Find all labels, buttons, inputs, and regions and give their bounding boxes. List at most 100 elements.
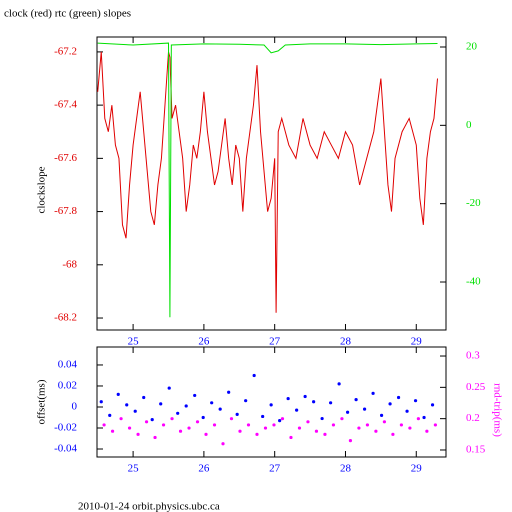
data-point xyxy=(357,426,361,430)
footer: 2010-01-24 orbit.physics.ubc.ca xyxy=(78,501,220,512)
data-point xyxy=(221,442,225,446)
data-point xyxy=(405,409,409,413)
y-tick-label: -67.8 xyxy=(54,205,77,217)
data-point xyxy=(261,414,265,419)
data-point xyxy=(108,413,112,417)
y2-tick-label: 0 xyxy=(466,119,472,131)
data-point xyxy=(297,426,302,430)
data-point xyxy=(142,395,146,400)
data-point xyxy=(204,432,208,436)
data-point xyxy=(218,407,222,411)
data-point xyxy=(238,429,242,433)
data-point xyxy=(252,373,256,378)
x-tick-label: 29 xyxy=(411,336,423,348)
data-point xyxy=(289,435,293,440)
x-tick-label: 27 xyxy=(269,463,281,475)
data-point xyxy=(170,417,174,421)
y2-tick-label: -20 xyxy=(466,197,481,209)
data-point xyxy=(127,426,132,430)
y-tick-label: 0 xyxy=(72,401,78,413)
data-point xyxy=(187,426,191,430)
data-point xyxy=(110,429,115,433)
data-point xyxy=(306,420,310,424)
data-point xyxy=(425,429,429,433)
series-line xyxy=(97,51,439,313)
data-point xyxy=(229,417,234,421)
data-point xyxy=(227,390,231,394)
data-point xyxy=(348,438,353,443)
y-tick-label: -67.4 xyxy=(54,99,77,111)
data-point xyxy=(195,420,200,424)
data-point xyxy=(99,400,103,404)
y-tick-label: -0.02 xyxy=(54,422,77,434)
x-tick-label: 26 xyxy=(198,336,210,348)
data-point xyxy=(408,426,412,430)
y-tick-label: 0.04 xyxy=(58,358,78,370)
y2-axis-label: rnd-trip(ms) xyxy=(491,383,503,437)
data-point xyxy=(159,402,163,406)
data-point xyxy=(235,412,239,416)
y-tick-label: -68.2 xyxy=(54,312,77,324)
plot-frame xyxy=(96,36,447,331)
x-tick-label: 28 xyxy=(340,463,352,475)
data-point xyxy=(201,415,205,420)
data-point xyxy=(263,426,268,430)
data-point xyxy=(391,432,395,436)
x-tick-label: 27 xyxy=(269,336,281,348)
y2-tick-label: -40 xyxy=(466,276,481,288)
y2-tick-label: 0.2 xyxy=(466,412,480,424)
data-point xyxy=(320,416,324,421)
data-point xyxy=(212,423,217,427)
data-point xyxy=(153,435,157,440)
y2-tick-label: 20 xyxy=(466,41,478,53)
data-point xyxy=(144,420,149,424)
data-point xyxy=(365,423,370,427)
data-point xyxy=(413,399,418,403)
data-point xyxy=(337,382,341,386)
data-point xyxy=(382,420,387,424)
data-point xyxy=(286,396,290,401)
y-tick-label: -67.2 xyxy=(54,45,77,57)
data-point xyxy=(210,401,214,405)
data-point xyxy=(116,392,120,396)
data-point xyxy=(167,386,171,390)
y-tick-label: -0.04 xyxy=(54,443,77,455)
data-point xyxy=(422,415,426,420)
data-point xyxy=(193,393,197,398)
data-point xyxy=(178,429,183,433)
data-point xyxy=(278,419,282,423)
data-point xyxy=(246,423,251,427)
data-point xyxy=(119,417,123,421)
data-point xyxy=(362,407,367,411)
data-point xyxy=(329,401,333,405)
data-point xyxy=(272,423,276,427)
data-point xyxy=(331,423,336,427)
y-tick-label: -68 xyxy=(62,258,77,270)
data-point xyxy=(346,410,350,414)
x-tick-label: 25 xyxy=(128,336,140,348)
y-axis-label: offset(ms) xyxy=(36,379,48,424)
data-point xyxy=(255,432,259,436)
data-point xyxy=(399,423,404,427)
data-point xyxy=(136,432,140,436)
data-point xyxy=(244,399,248,403)
y-tick-label: 0.02 xyxy=(58,380,77,392)
y2-tick-label: 0.15 xyxy=(466,444,486,456)
series-line xyxy=(97,42,438,318)
data-point xyxy=(314,429,319,433)
data-point xyxy=(430,403,435,407)
x-tick-label: 28 xyxy=(340,336,352,348)
plot-frame xyxy=(96,346,447,458)
y2-tick-label: 0.25 xyxy=(466,381,486,393)
x-tick-label: 26 xyxy=(198,463,210,475)
data-point xyxy=(323,432,327,436)
y-axis-label: clockslope xyxy=(36,166,48,213)
data-point xyxy=(416,417,420,421)
data-point xyxy=(102,423,106,427)
data-point xyxy=(176,411,180,415)
data-point xyxy=(374,429,378,433)
data-point xyxy=(371,391,375,395)
data-point xyxy=(433,423,437,427)
data-point xyxy=(133,409,137,413)
